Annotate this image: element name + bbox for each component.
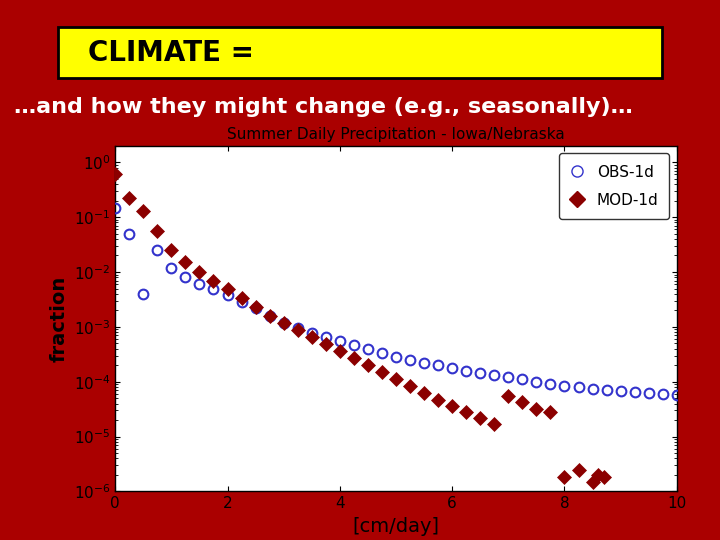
OBS-1d [602,387,611,394]
OBS-1d [350,342,359,349]
Y-axis label: fraction: fraction [49,275,68,362]
MOD-1d [238,295,246,302]
MOD-1d [195,269,204,275]
OBS-1d [616,388,625,395]
MOD-1d [490,421,499,427]
OBS-1d [139,291,148,297]
OBS-1d [238,299,246,306]
MOD-1d [251,304,260,310]
MOD-1d [125,195,134,201]
OBS-1d [167,265,176,271]
OBS-1d [195,281,204,287]
Title: Summer Daily Precipitation - Iowa/Nebraska: Summer Daily Precipitation - Iowa/Nebras… [227,127,565,142]
OBS-1d [476,369,485,376]
MOD-1d [377,369,386,376]
OBS-1d [504,374,513,381]
OBS-1d [336,338,344,345]
OBS-1d [251,305,260,312]
OBS-1d [153,247,161,253]
MOD-1d [350,355,359,361]
MOD-1d [406,383,415,390]
OBS-1d [546,381,555,387]
MOD-1d [588,478,597,485]
MOD-1d [307,334,316,340]
MOD-1d [448,403,456,409]
OBS-1d [420,360,428,366]
OBS-1d [631,389,639,396]
MOD-1d [433,396,442,403]
MOD-1d [462,409,471,415]
OBS-1d [644,390,653,396]
MOD-1d [279,319,288,326]
OBS-1d [364,346,372,353]
MOD-1d [210,278,218,285]
MOD-1d [476,415,485,421]
OBS-1d [588,386,597,392]
Line: OBS-1d: OBS-1d [110,202,682,400]
MOD-1d [321,341,330,348]
OBS-1d [560,382,569,389]
OBS-1d [518,376,527,383]
MOD-1d [336,348,344,354]
OBS-1d [575,384,583,390]
MOD-1d [294,327,302,333]
MOD-1d [546,409,555,415]
MOD-1d [504,393,513,399]
OBS-1d [111,204,120,211]
MOD-1d [392,376,400,383]
OBS-1d [462,367,471,374]
FancyBboxPatch shape [58,27,662,78]
OBS-1d [672,392,681,398]
OBS-1d [307,329,316,336]
OBS-1d [448,364,456,371]
OBS-1d [265,313,274,319]
MOD-1d [518,399,527,406]
MOD-1d [420,390,428,396]
OBS-1d [321,334,330,340]
OBS-1d [279,319,288,326]
Line: MOD-1d: MOD-1d [110,170,608,487]
OBS-1d [490,372,499,379]
OBS-1d [392,354,400,360]
OBS-1d [223,292,232,298]
OBS-1d [377,350,386,356]
Text: CLIMATE =: CLIMATE = [88,39,254,66]
Text: …and how they might change (e.g., seasonally)…: …and how they might change (e.g., season… [14,97,633,117]
OBS-1d [433,362,442,368]
MOD-1d [181,259,190,266]
OBS-1d [125,231,134,237]
MOD-1d [139,208,148,214]
MOD-1d [594,471,603,478]
MOD-1d [575,467,583,473]
X-axis label: [cm/day]: [cm/day] [353,517,439,536]
MOD-1d [111,171,120,178]
OBS-1d [210,285,218,292]
MOD-1d [167,247,176,253]
MOD-1d [560,474,569,481]
MOD-1d [364,362,372,368]
MOD-1d [223,286,232,293]
OBS-1d [406,356,415,363]
MOD-1d [600,474,608,481]
OBS-1d [659,390,667,397]
MOD-1d [153,228,161,235]
Legend: OBS-1d, MOD-1d: OBS-1d, MOD-1d [559,153,669,219]
MOD-1d [532,406,541,412]
OBS-1d [181,274,190,281]
MOD-1d [265,313,274,319]
OBS-1d [294,325,302,332]
OBS-1d [532,379,541,385]
